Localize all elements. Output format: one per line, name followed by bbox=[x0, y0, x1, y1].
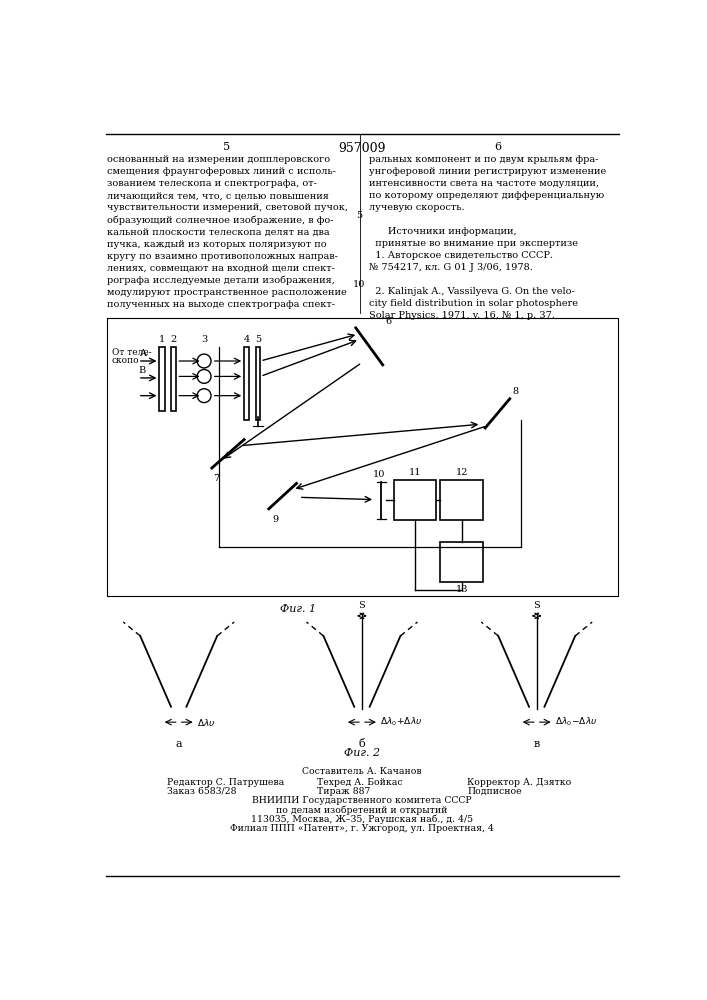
Text: Филиал ППП «Патент», г. Ужгород, ул. Проектная, 4: Филиал ППП «Патент», г. Ужгород, ул. Про… bbox=[230, 824, 494, 833]
Text: 6: 6 bbox=[495, 142, 502, 152]
Bar bbox=[244, 347, 249, 420]
Text: Техред А. Бойкас: Техред А. Бойкас bbox=[317, 778, 403, 787]
Text: B: B bbox=[139, 366, 146, 375]
Text: скопо: скопо bbox=[112, 356, 139, 365]
Text: 5: 5 bbox=[255, 335, 261, 344]
Text: 5: 5 bbox=[223, 142, 230, 152]
Bar bbox=[160, 347, 165, 411]
Text: 6: 6 bbox=[385, 317, 391, 326]
Text: $\Delta\lambda_0\!-\!\Delta\lambda\upsilon$: $\Delta\lambda_0\!-\!\Delta\lambda\upsil… bbox=[555, 716, 597, 728]
Text: в: в bbox=[534, 739, 540, 749]
Text: а: а bbox=[175, 739, 182, 749]
Text: 10: 10 bbox=[353, 280, 365, 289]
Text: 10: 10 bbox=[373, 470, 385, 479]
Bar bbox=[256, 347, 260, 420]
Text: Заказ 6583/28: Заказ 6583/28 bbox=[167, 787, 237, 796]
Text: 7: 7 bbox=[214, 474, 220, 483]
Text: 12: 12 bbox=[455, 468, 468, 477]
Bar bbox=[394, 480, 436, 520]
Text: 113035, Москва, Ж–35, Раушская наб., д. 4/5: 113035, Москва, Ж–35, Раушская наб., д. … bbox=[251, 815, 473, 824]
Text: 8: 8 bbox=[512, 387, 518, 396]
Text: A: A bbox=[139, 349, 146, 358]
Text: Подписное: Подписное bbox=[467, 787, 522, 796]
Text: ральных компонент и по двум крыльям фра-
унгоферовой линии регистрируют изменени: ральных компонент и по двум крыльям фра-… bbox=[369, 155, 606, 320]
Text: $\Delta\lambda\upsilon$: $\Delta\lambda\upsilon$ bbox=[197, 717, 216, 728]
Text: Фиг. 1: Фиг. 1 bbox=[280, 604, 316, 614]
Bar bbox=[171, 347, 176, 411]
Text: Редактор С. Патрушева: Редактор С. Патрушева bbox=[167, 778, 284, 787]
Text: Фиг. 2: Фиг. 2 bbox=[344, 748, 380, 758]
Text: ВНИИПИ Государственного комитета СССР: ВНИИПИ Государственного комитета СССР bbox=[252, 796, 472, 805]
Text: S: S bbox=[358, 601, 366, 610]
Text: Тираж 887: Тираж 887 bbox=[317, 787, 370, 796]
Text: по делам изобретений и открытий: по делам изобретений и открытий bbox=[276, 805, 448, 815]
Text: 2: 2 bbox=[170, 335, 177, 344]
Text: 3: 3 bbox=[201, 335, 207, 344]
Bar bbox=[440, 542, 483, 582]
Text: б: б bbox=[358, 739, 366, 749]
Text: Составитель А. Качанов: Составитель А. Качанов bbox=[302, 767, 422, 776]
Text: 5: 5 bbox=[356, 211, 362, 220]
Text: Корректор А. Дзятко: Корректор А. Дзятко bbox=[467, 778, 572, 787]
Text: основанный на измерении допплеровского
смещения фраунгоферовых линий с исполь-
з: основанный на измерении допплеровского с… bbox=[107, 155, 348, 309]
Text: 957009: 957009 bbox=[338, 142, 386, 155]
Text: 1: 1 bbox=[158, 335, 165, 344]
Bar bbox=[440, 480, 483, 520]
Text: S: S bbox=[533, 601, 540, 610]
Text: 13: 13 bbox=[455, 585, 468, 594]
Text: $\Delta\lambda_0\!+\!\Delta\lambda\upsilon$: $\Delta\lambda_0\!+\!\Delta\lambda\upsil… bbox=[380, 716, 423, 728]
Text: От теле-: От теле- bbox=[112, 348, 151, 357]
Text: 4: 4 bbox=[243, 335, 250, 344]
Text: 9: 9 bbox=[273, 515, 279, 524]
Text: 11: 11 bbox=[409, 468, 421, 477]
